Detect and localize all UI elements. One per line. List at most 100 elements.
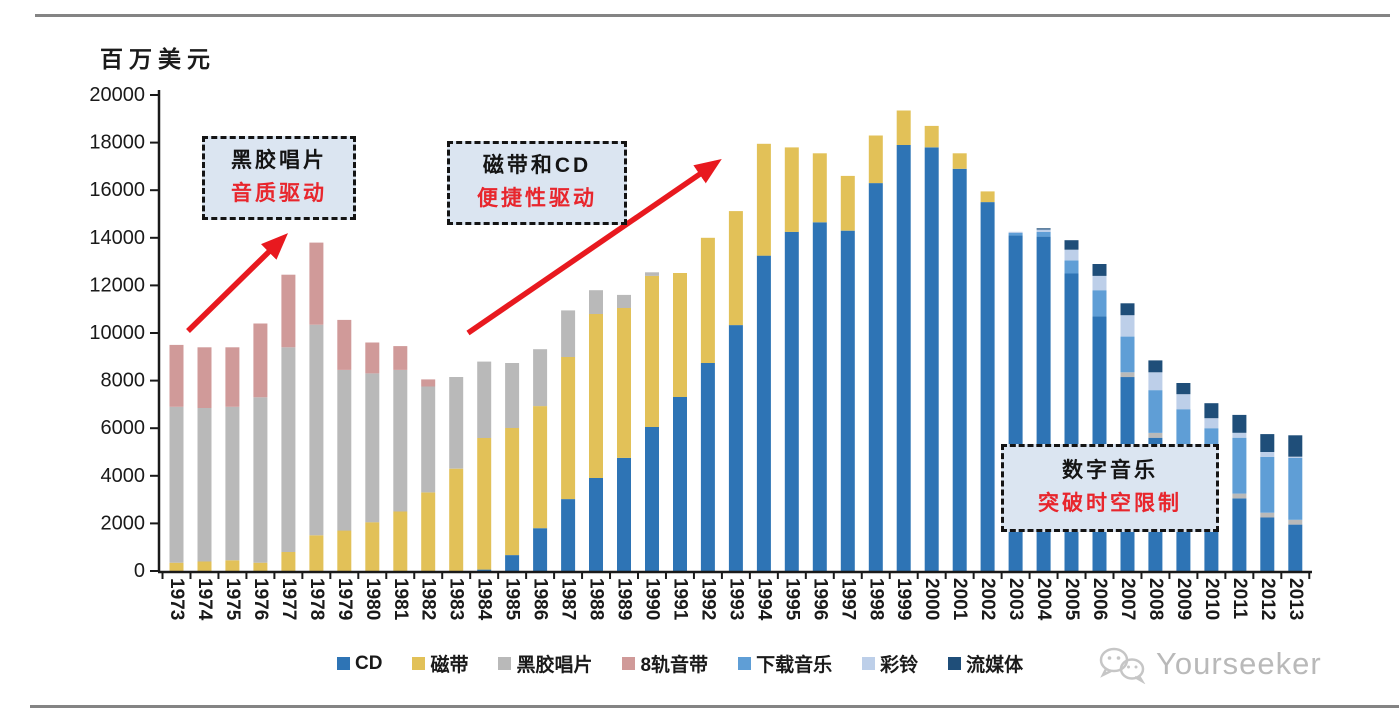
annotation-digital-subtitle: 突破时空限制: [1038, 492, 1182, 515]
bar-segment-2011-黑胶唱片: [1232, 493, 1247, 499]
x-tick-label-1978: 1978: [306, 578, 327, 620]
bar-series-group: [169, 110, 1303, 572]
bar-segment-2000-磁带: [924, 125, 939, 148]
bar-segment-1998-CD: [868, 183, 883, 571]
x-tick-label-1973: 1973: [166, 578, 187, 620]
bar-segment-2001-CD: [952, 168, 967, 572]
bar-segment-1992-磁带: [700, 237, 715, 363]
bar-segment-1975-8轨音带: [225, 347, 240, 407]
legend-item-彩铃: 彩铃: [862, 650, 918, 677]
bar-segment-1983-黑胶唱片: [449, 377, 464, 469]
y-tick-label: 10000: [89, 322, 145, 344]
x-tick-label-2010: 2010: [1201, 578, 1222, 620]
x-tick-label-1982: 1982: [418, 578, 439, 620]
x-tick-label-1995: 1995: [781, 578, 802, 621]
bar-segment-2009-流媒体: [1176, 383, 1191, 395]
x-tick-label-1990: 1990: [641, 578, 662, 620]
annotation-digital-title: 数字音乐: [1062, 459, 1158, 483]
bar-segment-1989-CD: [617, 457, 631, 571]
bar-segment-2010-彩铃: [1204, 418, 1219, 429]
bar-segment-1974-8轨音带: [197, 347, 212, 408]
bar-segment-1985-黑胶唱片: [505, 363, 520, 428]
legend-swatch: [412, 657, 426, 670]
bar-segment-1987-CD: [561, 499, 576, 571]
bar-segment-1980-磁带: [365, 522, 380, 571]
bar-segment-1982-黑胶唱片: [421, 386, 436, 493]
bar-segment-2006-彩铃: [1092, 275, 1107, 291]
x-tick-label-1996: 1996: [809, 578, 830, 620]
bar-segment-1990-磁带: [645, 275, 659, 427]
bar-segment-1973-8轨音带: [169, 344, 184, 407]
bar-segment-1973-磁带: [169, 562, 184, 571]
x-tick-label-1977: 1977: [278, 578, 299, 620]
x-tick-label-2009: 2009: [1173, 578, 1194, 620]
bar-segment-1986-黑胶唱片: [533, 349, 548, 407]
wechat-icon: [1099, 647, 1146, 684]
y-tick-label: 20000: [89, 84, 145, 106]
bar-segment-1977-黑胶唱片: [281, 347, 296, 552]
bar-segment-1978-磁带: [309, 535, 324, 571]
legend-item-下载音乐: 下载音乐: [738, 650, 832, 677]
legend-label: 彩铃: [880, 655, 919, 676]
trend-arrows-group: [186, 159, 722, 336]
axes-group: 0 2000 4000 6000 8000 10000 12000 14000 16000 180…: [89, 84, 1312, 621]
bar-segment-1977-8轨音带: [281, 274, 296, 348]
trend-arrow-1: [186, 233, 289, 333]
bar-segment-1981-磁带: [393, 511, 408, 571]
x-tick-label-1984: 1984: [474, 578, 495, 621]
bar-segment-1984-CD: [477, 569, 492, 571]
bar-segment-1991-磁带: [673, 273, 687, 397]
y-tick-label: 6000: [101, 417, 146, 439]
bar-segment-1979-黑胶唱片: [337, 369, 352, 531]
bar-segment-1994-磁带: [756, 143, 771, 256]
y-axis-unit-label: 百万美元: [100, 46, 216, 72]
bar-segment-1999-CD: [896, 145, 911, 571]
bar-segment-1976-磁带: [253, 562, 268, 571]
annotation-cassette-cd-subtitle: 便捷性驱动: [477, 187, 597, 210]
bar-segment-1976-8轨音带: [253, 323, 268, 398]
bar-segment-1984-黑胶唱片: [477, 361, 492, 438]
bar-segment-2010-流媒体: [1204, 403, 1219, 419]
legend-item-8轨音带: 8轨音带: [622, 650, 708, 677]
bar-segment-1985-磁带: [505, 428, 520, 556]
bar-segment-2012-CD: [1260, 517, 1275, 572]
x-tick-label-1992: 1992: [697, 578, 718, 620]
bar-segment-1993-磁带: [728, 211, 743, 326]
bar-segment-1979-磁带: [337, 530, 352, 571]
x-tick-label-1997: 1997: [837, 578, 858, 620]
bar-segment-1990-黑胶唱片: [645, 272, 659, 276]
annotation-digital: 数字音乐 突破时空限制: [1001, 444, 1219, 532]
bar-segment-2004-流媒体: [1036, 228, 1051, 230]
bar-segment-1978-黑胶唱片: [309, 324, 324, 536]
bar-segment-1975-黑胶唱片: [225, 406, 240, 561]
bar-segment-1981-黑胶唱片: [393, 369, 408, 512]
x-tick-label-1983: 1983: [446, 578, 467, 620]
bar-segment-1976-黑胶唱片: [253, 397, 268, 563]
bar-segment-2012-下载音乐: [1260, 456, 1275, 513]
legend-swatch: [738, 657, 752, 670]
bar-segment-1997-磁带: [840, 175, 855, 231]
legend-item-黑胶唱片: 黑胶唱片: [498, 650, 592, 677]
bar-segment-2011-彩铃: [1232, 432, 1247, 438]
bar-segment-1994-CD: [756, 255, 771, 571]
legend-swatch: [337, 657, 350, 670]
bar-segment-2004-下载音乐: [1036, 231, 1051, 237]
x-tick-label-1988: 1988: [586, 578, 607, 620]
x-tick-label-1998: 1998: [865, 578, 886, 620]
annotation-vinyl-subtitle: 音质驱动: [231, 182, 327, 205]
watermark-text: Yourseeker: [1156, 646, 1322, 681]
bar-segment-1982-磁带: [421, 492, 436, 571]
x-tick-label-2012: 2012: [1257, 578, 1278, 620]
bar-segment-2003-彩铃: [1008, 231, 1023, 233]
bar-segment-1986-磁带: [533, 406, 548, 529]
x-tick-label-2006: 2006: [1089, 578, 1110, 620]
y-tick-label: 4000: [101, 465, 146, 487]
legend-label: CD: [355, 652, 383, 674]
x-tick-label-1987: 1987: [558, 578, 579, 620]
bar-segment-1989-磁带: [617, 308, 631, 458]
x-tick-label-1994: 1994: [753, 578, 774, 621]
bar-segment-2004-彩铃: [1036, 229, 1051, 232]
bar-segment-1989-黑胶唱片: [617, 294, 631, 308]
x-tick-label-1981: 1981: [390, 578, 411, 621]
bar-segment-2007-彩铃: [1120, 315, 1135, 337]
